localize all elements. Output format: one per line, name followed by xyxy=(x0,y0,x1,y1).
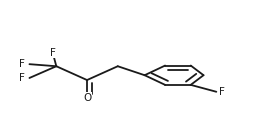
Text: F: F xyxy=(19,73,25,83)
Text: F: F xyxy=(19,59,25,69)
Text: F: F xyxy=(50,48,55,58)
Text: O: O xyxy=(83,93,91,103)
Text: F: F xyxy=(219,87,225,97)
